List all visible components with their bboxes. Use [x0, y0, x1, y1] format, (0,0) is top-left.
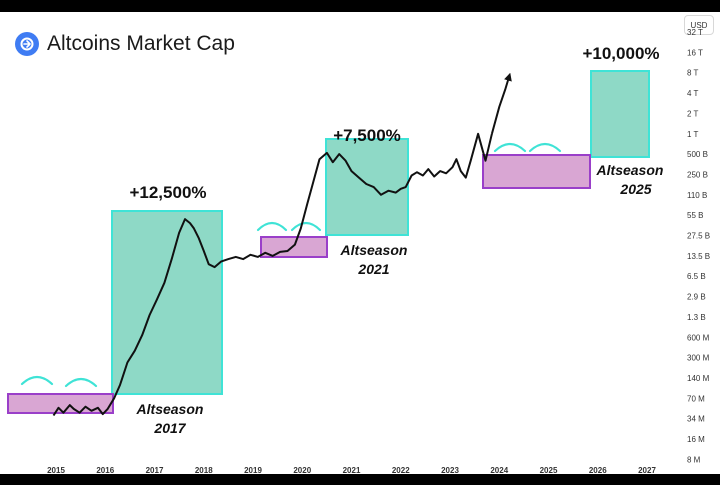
y-tick-label: 500 B [687, 150, 708, 159]
y-tick-label: 16 T [687, 48, 703, 57]
y-tick-label: 2 T [687, 109, 699, 118]
y-axis: 32 T 16 T 8 T 4 T 2 T 1 T 500 B 250 B 110 B 55 B 2… [687, 28, 710, 464]
x-tick-label: 2015 [47, 466, 65, 474]
x-tick-label: 2021 [343, 466, 361, 474]
altseason-label-2025-line1: Altseason [596, 162, 664, 178]
x-tick-label: 2027 [638, 466, 656, 474]
chart-frame: Altcoins Market Cap USD 32 T 16 T 8 T 4 T 2 … [0, 12, 720, 474]
x-tick-label: 2019 [244, 466, 262, 474]
currency-button[interactable]: USD [684, 15, 714, 35]
accumulation-zone-2019 [260, 236, 328, 258]
arc-marker [290, 221, 322, 232]
altseason-label-2021-line2: 2021 [357, 261, 389, 277]
y-tick-label: 27.5 B [687, 232, 710, 241]
y-tick-label: 13.5 B [687, 252, 710, 261]
y-tick-label: 4 T [687, 89, 699, 98]
y-tick-label: 32 T [687, 28, 703, 37]
x-tick-label: 2025 [540, 466, 558, 474]
y-tick-label: 2.9 B [687, 293, 706, 302]
y-tick-label: 70 M [687, 394, 705, 403]
altseason-label-2025-line2: 2025 [619, 181, 651, 197]
chart-logo-icon [15, 32, 39, 56]
y-tick-label: 6.5 B [687, 272, 706, 281]
gain-label-2021: +7,500% [333, 126, 401, 145]
y-tick-label: 140 M [687, 374, 710, 383]
x-tick-label: 2020 [293, 466, 311, 474]
chart-area: 32 T 16 T 8 T 4 T 2 T 1 T 500 B 250 B 110 B 55 B 2… [7, 28, 710, 474]
accumulation-zone-2023 [482, 154, 591, 189]
arc-marker [64, 377, 98, 388]
y-tick-label: 1 T [687, 130, 699, 139]
altseason-label-2017-line1: Altseason [136, 401, 204, 417]
y-tick-label: 1.3 B [687, 313, 706, 322]
y-tick-label: 250 B [687, 170, 708, 179]
altseason-label-2017-line2: 2017 [153, 420, 186, 436]
projection-line [490, 72, 512, 135]
x-tick-label: 2024 [490, 466, 508, 474]
gain-label-2025: +10,000% [582, 44, 659, 63]
x-tick-label: 2026 [589, 466, 607, 474]
y-tick-label: 16 M [687, 435, 705, 444]
x-tick-label: 2023 [441, 466, 459, 474]
y-tick-label: 110 B [687, 191, 707, 200]
altseason-zone-2017 [111, 210, 223, 395]
market-cap-line [52, 132, 493, 417]
altseason-zone-2025 [590, 70, 650, 158]
y-tick-label: 8 T [687, 69, 699, 78]
x-tick-label: 2016 [96, 466, 114, 474]
gain-label-2017: +12,500% [129, 183, 206, 202]
x-axis: 2015 2016 2017 2018 2019 2020 2021 2022 2023 2024… [47, 466, 656, 474]
arc-marker [528, 142, 562, 153]
y-tick-label: 300 M [687, 354, 710, 363]
chart-header: Altcoins Market Cap [15, 32, 235, 56]
y-tick-label: 600 M [687, 333, 710, 342]
altseason-label-2021-line1: Altseason [340, 242, 408, 258]
altseason-zone-2021 [325, 138, 409, 236]
y-tick-label: 8 M [687, 455, 701, 464]
x-tick-label: 2022 [392, 466, 410, 474]
arc-marker [20, 375, 54, 386]
y-tick-label: 34 M [687, 415, 705, 424]
y-tick-label: 55 B [687, 211, 703, 220]
x-tick-label: 2017 [146, 466, 164, 474]
x-tick-label: 2018 [195, 466, 213, 474]
chart-title: Altcoins Market Cap [47, 32, 235, 55]
arc-marker [493, 142, 527, 153]
arc-marker [256, 221, 288, 232]
